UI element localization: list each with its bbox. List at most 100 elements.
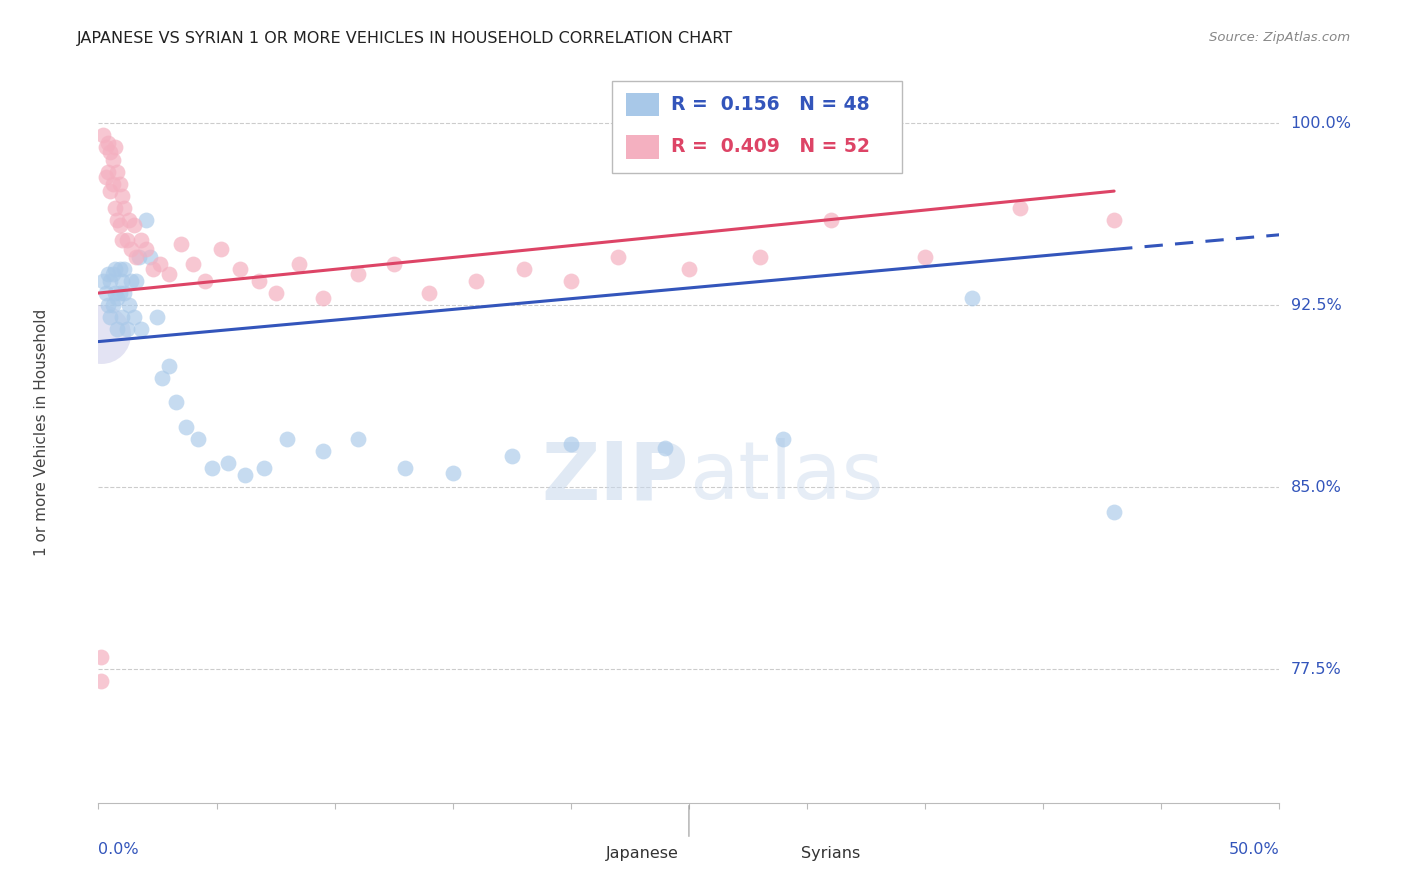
Point (772, 432, 794, 446)
FancyBboxPatch shape (626, 135, 659, 159)
Point (1102, 213, 1125, 227)
Point (288, 257, 311, 271)
Point (122, 218, 145, 232)
Point (111, 233, 134, 247)
Point (98, 184, 121, 198)
Point (209, 243, 232, 257)
Point (146, 310, 169, 325)
Point (91, 128, 114, 143)
FancyBboxPatch shape (571, 844, 599, 863)
Point (101, 298, 124, 312)
Point (101, 177, 124, 191)
Point (98, 310, 121, 325)
Point (382, 257, 405, 271)
Point (118, 298, 141, 312)
FancyBboxPatch shape (766, 844, 794, 863)
Point (129, 322, 152, 336)
FancyBboxPatch shape (626, 93, 659, 117)
Point (94, 286, 117, 301)
Point (97, 136, 120, 150)
Point (165, 395, 187, 409)
Text: Japanese: Japanese (606, 846, 679, 861)
Point (105, 291, 128, 305)
Point (465, 274, 488, 288)
Text: R =  0.156   N = 48: R = 0.156 N = 48 (671, 95, 870, 114)
Point (560, 436, 582, 450)
Point (98, 145, 121, 160)
Point (914, 250, 936, 264)
Point (98, 274, 121, 288)
Point (217, 456, 239, 470)
Text: atlas: atlas (689, 438, 883, 516)
Point (135, 213, 157, 227)
Point (97, 267, 120, 281)
Point (418, 286, 440, 301)
Point (125, 274, 148, 288)
Point (312, 291, 335, 305)
Point (512, 261, 534, 276)
Point (170, 237, 193, 252)
Text: 0.0%: 0.0% (98, 842, 139, 856)
Point (347, 267, 370, 281)
Point (139, 250, 162, 264)
Point (108, 177, 131, 191)
Point (101, 153, 124, 167)
Point (91, 274, 114, 288)
Point (276, 432, 298, 446)
Point (501, 449, 523, 463)
Point (121, 274, 143, 288)
Point (654, 442, 676, 456)
Text: 77.5%: 77.5% (1291, 662, 1341, 677)
Point (962, 291, 984, 305)
Point (1008, 201, 1031, 215)
Point (150, 371, 173, 385)
Point (607, 250, 630, 264)
Text: R =  0.409   N = 52: R = 0.409 N = 52 (671, 136, 870, 155)
Point (90, 674, 112, 689)
Point (112, 286, 135, 301)
Text: 92.5%: 92.5% (1291, 298, 1341, 313)
Point (105, 322, 128, 336)
Text: Syrians: Syrians (801, 846, 860, 861)
Point (108, 286, 131, 301)
Text: Source: ZipAtlas.com: Source: ZipAtlas.com (1209, 31, 1350, 45)
Point (181, 257, 204, 271)
Point (128, 250, 150, 264)
Point (312, 443, 335, 458)
Point (233, 468, 256, 483)
Text: JAPANESE VS SYRIAN 1 OR MORE VEHICLES IN HOUSEHOLD CORRELATION CHART: JAPANESE VS SYRIAN 1 OR MORE VEHICLES IN… (77, 31, 734, 46)
Point (194, 274, 217, 288)
Point (104, 140, 127, 154)
Point (149, 257, 172, 271)
Point (104, 261, 127, 276)
Point (122, 310, 145, 325)
Point (142, 261, 165, 276)
Point (115, 233, 138, 247)
Point (104, 286, 127, 301)
Point (1102, 504, 1125, 518)
Point (157, 359, 180, 373)
Point (125, 250, 148, 264)
Text: 50.0%: 50.0% (1229, 842, 1279, 856)
Point (441, 466, 464, 480)
Text: 100.0%: 100.0% (1291, 116, 1351, 130)
Point (111, 189, 134, 203)
Point (157, 267, 180, 281)
FancyBboxPatch shape (612, 81, 901, 173)
Point (129, 233, 152, 247)
Text: 1 or more Vehicles in Household: 1 or more Vehicles in Household (34, 309, 49, 557)
Point (94, 140, 117, 154)
Point (121, 243, 143, 257)
Point (187, 432, 209, 446)
Point (101, 267, 124, 281)
Point (90, 650, 112, 665)
Point (678, 261, 700, 276)
Point (264, 286, 287, 301)
Point (247, 274, 270, 288)
Point (229, 261, 252, 276)
Point (105, 164, 128, 178)
Point (394, 460, 416, 475)
Point (90, 327, 112, 342)
Point (201, 460, 224, 475)
Point (111, 274, 134, 288)
